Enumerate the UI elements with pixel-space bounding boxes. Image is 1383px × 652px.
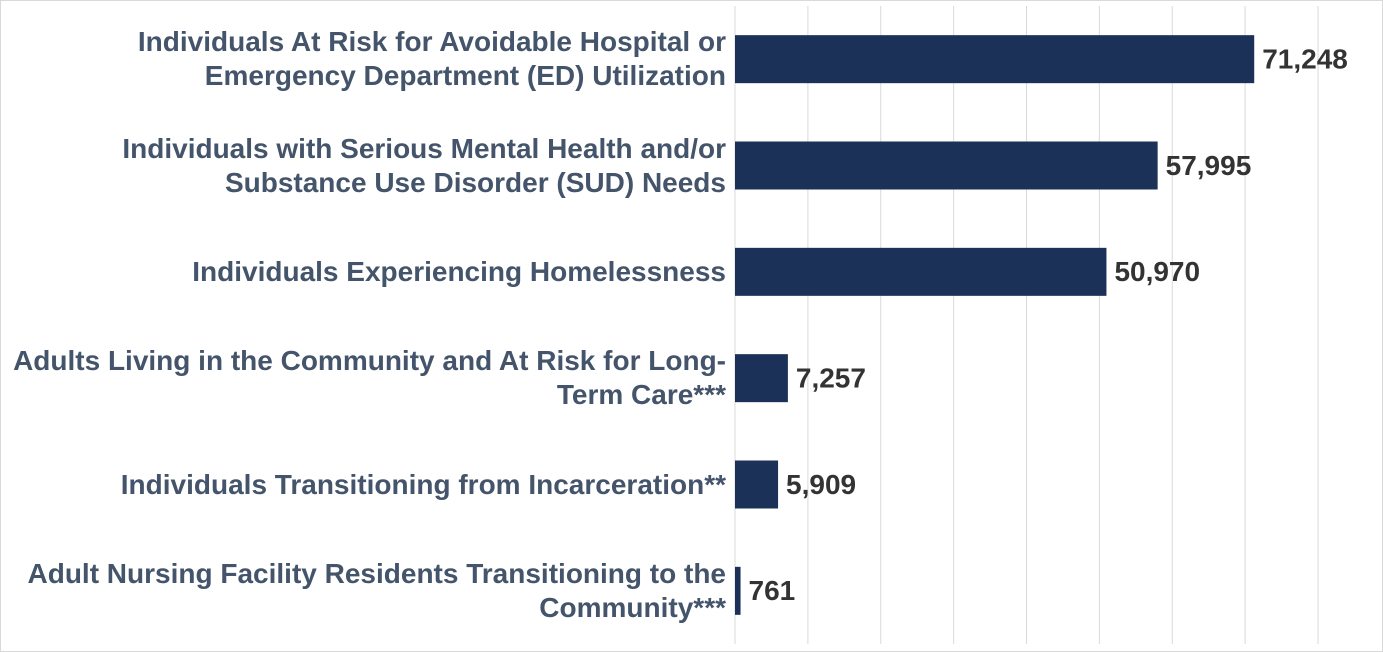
data-label: 761	[749, 575, 796, 606]
data-label: 50,970	[1114, 256, 1200, 287]
category-label: Adults Living in the Community and At Ri…	[13, 345, 726, 411]
category-label: Individuals Transitioning from Incarcera…	[120, 468, 726, 500]
bar	[735, 566, 741, 615]
data-label: 7,257	[796, 363, 866, 394]
bar	[735, 35, 1255, 84]
data-label: 71,248	[1262, 44, 1348, 75]
category-label: Individuals At Risk for Avoidable Hospit…	[137, 26, 726, 92]
data-label: 57,995	[1166, 150, 1252, 181]
category-label: Adult Nursing Facility Residents Transit…	[27, 557, 727, 623]
category-label: Individuals Experiencing Homelessness	[192, 255, 726, 287]
bar	[735, 247, 1107, 296]
category-label: Individuals with Serious Mental Health a…	[122, 132, 726, 198]
bar	[735, 354, 788, 403]
data-label: 5,909	[786, 469, 856, 500]
bar	[735, 460, 779, 509]
bar	[735, 141, 1158, 190]
